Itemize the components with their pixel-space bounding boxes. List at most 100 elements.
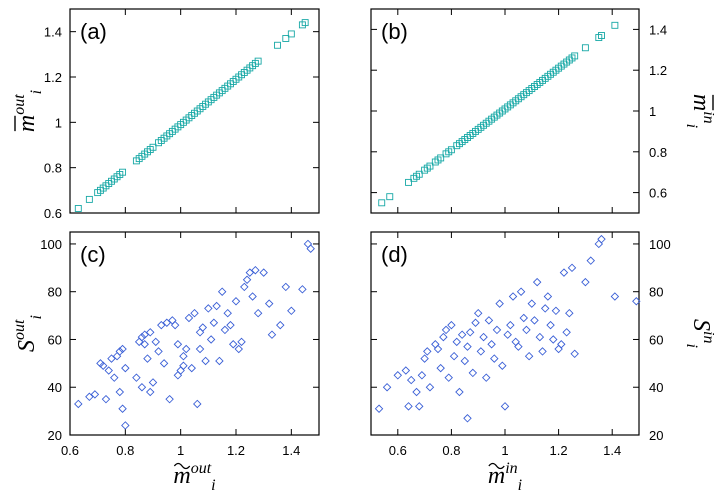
data-point (151, 337, 161, 347)
data-point (306, 244, 315, 253)
panel-c-xtick-label: 1 (177, 443, 184, 458)
data-point (170, 320, 180, 330)
data-point (406, 375, 416, 385)
panel-c-ytick-label: 80 (48, 285, 62, 300)
data-point (217, 287, 227, 296)
panel-d-xtick-label: 1 (501, 443, 508, 458)
panel-b-ytick-label: 0.8 (649, 145, 667, 160)
data-point (452, 337, 461, 347)
data-point (473, 308, 483, 318)
data-point (90, 390, 100, 399)
data-point (562, 328, 571, 337)
data-point (527, 299, 537, 308)
data-point (101, 394, 111, 404)
panel-c-label: (c) (80, 242, 106, 267)
data-point (492, 325, 502, 335)
data-point (187, 363, 196, 373)
panel-a: 0.6 0.8 1 1.2 1.4 (a) (44, 8, 320, 221)
data-point (487, 340, 496, 349)
data-point (85, 195, 93, 203)
data-point (145, 328, 155, 337)
panel-c-ylabel: Souti (11, 315, 45, 352)
panel-b-ytick-label: 1.2 (649, 63, 667, 78)
data-point (611, 21, 619, 29)
data-point (415, 402, 424, 411)
panel-a-frame (69, 8, 320, 214)
data-point (110, 373, 119, 382)
data-point (198, 323, 208, 332)
panel-b-ytick-label: 1 (649, 104, 656, 119)
panel-c-ytick-label: 60 (48, 332, 62, 347)
data-point (149, 143, 157, 151)
data-point (137, 332, 147, 342)
data-point (441, 325, 451, 335)
panel-d: 20 40 60 80 100 0.6 0.8 1 1.2 1.4 (d) (370, 231, 671, 458)
data-point (74, 205, 82, 212)
data-point (98, 361, 108, 370)
data-point (516, 287, 526, 296)
data-point (159, 359, 169, 368)
data-point (162, 318, 172, 327)
data-point (449, 351, 459, 361)
data-point (437, 154, 445, 162)
data-point (482, 373, 491, 382)
panel-c-xlabel: mouti (173, 460, 215, 494)
panel-c-xtick-label: 1.4 (282, 443, 300, 458)
data-point (195, 328, 205, 337)
data-point (223, 308, 232, 318)
data-point (228, 340, 238, 349)
data-point (567, 263, 577, 273)
panel-c-ytick-label: 100 (40, 237, 62, 252)
data-point (444, 373, 453, 382)
data-point (420, 354, 429, 363)
data-point (530, 316, 539, 325)
data-point (393, 371, 403, 380)
panel-c-ylabel-sub: i (28, 315, 45, 319)
data-point (549, 335, 558, 344)
data-point (176, 366, 185, 375)
panel-c-ylabel-base: S (14, 340, 40, 352)
data-point (425, 382, 435, 392)
data-point (201, 356, 210, 366)
data-point (460, 356, 470, 366)
panel-c-xlabel-base: m (173, 463, 190, 489)
panel-d-ylabel-sup: in (700, 331, 714, 343)
data-point (423, 347, 432, 356)
data-point (165, 394, 174, 404)
data-point (524, 351, 534, 361)
data-point (234, 344, 244, 354)
panel-d-xlabel-sup: in (505, 460, 517, 477)
data-point (508, 292, 518, 301)
data-point (463, 342, 472, 351)
panel-d-xlabel-tilde-accent (488, 462, 505, 470)
svg-text:Souti: Souti (11, 315, 45, 352)
data-point (298, 285, 307, 294)
panel-d-xlabel: mini (488, 460, 522, 494)
panel-b-label: (b) (381, 19, 408, 44)
data-point (495, 299, 504, 308)
data-point (546, 320, 555, 330)
data-point (506, 320, 515, 330)
data-point (378, 199, 386, 207)
data-point (190, 308, 199, 318)
data-point (195, 344, 205, 354)
panel-b-ylabel-sub: i (683, 124, 700, 128)
panel-a-ylabel-sub: i (28, 90, 45, 94)
panel-d-xtick-label: 0.6 (389, 443, 407, 458)
panel-d-xtick-label: 1.2 (550, 443, 568, 458)
data-point (465, 328, 475, 337)
panel-c: 20 40 60 80 100 0.6 0.8 1 1.2 1.4 (c) (40, 231, 320, 458)
data-point (484, 316, 494, 325)
panel-a-ylabel: mouti (11, 90, 45, 132)
data-point (557, 340, 566, 349)
data-point (586, 256, 595, 265)
svg-text:mini: mini (683, 94, 714, 128)
data-point (104, 366, 113, 375)
data-point (204, 304, 213, 313)
data-point (107, 354, 116, 363)
data-point (267, 330, 277, 339)
data-point (417, 371, 427, 380)
data-point (538, 347, 547, 356)
data-point (173, 371, 183, 380)
data-point (179, 361, 188, 370)
